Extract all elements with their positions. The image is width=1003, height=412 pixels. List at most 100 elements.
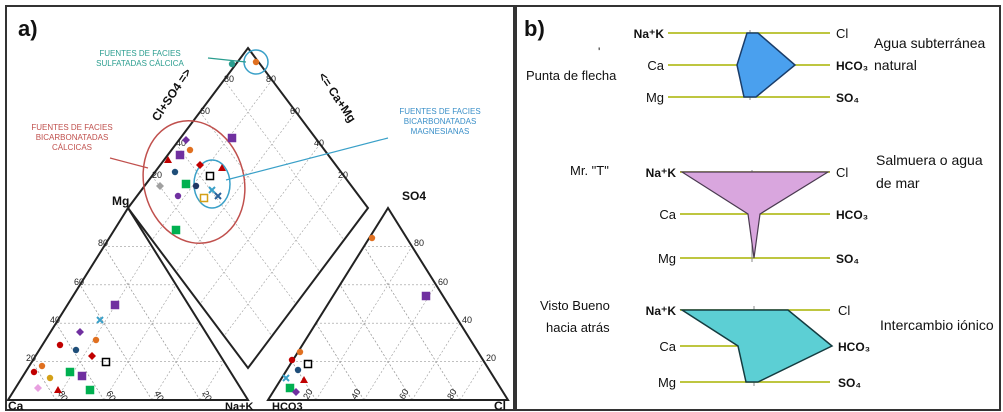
grid-line bbox=[223, 79, 345, 241]
grid-line bbox=[315, 323, 365, 401]
sample-marker bbox=[186, 146, 194, 154]
tick-label: 60 bbox=[438, 277, 448, 287]
panel-a-frame bbox=[5, 5, 515, 411]
label-so4: SO₄ bbox=[836, 91, 859, 105]
label-hco3: HCO₃ bbox=[836, 208, 868, 222]
description-line-1: Salmuera o agua bbox=[876, 152, 983, 168]
ticks-cation-mg: 80 60 40 20 bbox=[26, 238, 108, 363]
sample-marker bbox=[174, 192, 182, 200]
grid-line bbox=[175, 143, 297, 305]
sample-marker bbox=[421, 291, 431, 301]
row-name: Punta de flecha bbox=[526, 68, 617, 83]
callout-sulfatadas: FUENTES DE FACIES SULFATADAS CÁLCICA bbox=[96, 49, 184, 68]
sample-marker bbox=[85, 385, 95, 395]
row-name-line-1: Visto Bueno bbox=[540, 298, 610, 313]
tick-label: 20 bbox=[301, 387, 315, 401]
sample-marker bbox=[192, 182, 200, 190]
tick-label: 20 bbox=[152, 170, 162, 180]
panel-b-label: b) bbox=[524, 16, 545, 41]
grid-line bbox=[199, 143, 321, 305]
tick-label: 80 bbox=[98, 238, 108, 248]
grid-line bbox=[31, 361, 57, 401]
label-cl: Cl bbox=[836, 26, 848, 41]
tick-label: 20 bbox=[26, 353, 36, 363]
stiff-shape bbox=[736, 32, 797, 98]
cluster-ellipse-main bbox=[142, 119, 246, 245]
description-line-1: Agua subterránea bbox=[874, 35, 986, 51]
sample-marker bbox=[164, 156, 172, 163]
axis-label-ca: Ca bbox=[8, 399, 24, 412]
panel-a-label: a) bbox=[18, 16, 38, 41]
sample-marker bbox=[227, 133, 237, 143]
grid-line bbox=[411, 323, 461, 401]
sample-marker bbox=[228, 60, 236, 68]
description-line-2: de mar bbox=[876, 175, 920, 191]
callout-bicarb-calcicas: FUENTES DE FACIES BICARBONATADAS CÁLCICA… bbox=[31, 123, 112, 152]
sample-marker bbox=[196, 161, 204, 169]
callout-line-bicarb-calc bbox=[109, 157, 149, 169]
sample-marker bbox=[303, 359, 313, 369]
sample-marker bbox=[34, 384, 42, 392]
sample-marker bbox=[30, 368, 38, 376]
grid-line bbox=[55, 323, 105, 401]
axis-label-na-k: Na+K bbox=[225, 401, 253, 412]
label-ca: Ca bbox=[659, 207, 676, 222]
tick-label: 20 bbox=[200, 389, 214, 403]
sample-marker bbox=[368, 234, 376, 242]
ticks-diamond-right: 80 60 40 20 bbox=[266, 74, 348, 180]
grid-line bbox=[199, 361, 225, 401]
stiff-row-check-mark: Visto Bueno hacia atrás Na⁺K Ca Mg Cl HC… bbox=[540, 298, 994, 390]
sample-marker bbox=[77, 371, 87, 381]
label-cl: Cl bbox=[838, 303, 850, 318]
sample-marker bbox=[92, 336, 100, 344]
sample-marker bbox=[88, 352, 96, 360]
grid-line bbox=[363, 284, 437, 401]
callout-bicarb-magnesianas: FUENTES DE FACIES BICARBONATADAS MAGNESI… bbox=[399, 107, 480, 136]
sample-marker bbox=[101, 357, 111, 367]
tick-label: 20 bbox=[338, 170, 348, 180]
tick-label: 80 bbox=[445, 387, 459, 401]
grid-line bbox=[223, 175, 345, 337]
label-so4: SO₄ bbox=[838, 376, 861, 390]
sample-marker bbox=[288, 356, 296, 364]
piper-diamond bbox=[126, 46, 370, 370]
sample-markers bbox=[30, 58, 431, 396]
tick-label: 60 bbox=[290, 106, 300, 116]
sample-marker bbox=[208, 186, 216, 194]
label-ca: Ca bbox=[659, 339, 676, 354]
label-na-k: Na⁺K bbox=[646, 166, 677, 180]
label-na-k: Na⁺K bbox=[634, 27, 665, 41]
callout-line-1: FUENTES DE FACIES bbox=[99, 49, 180, 58]
sample-marker bbox=[156, 182, 164, 190]
tick-label: 80 bbox=[224, 74, 234, 84]
tick-label: 40 bbox=[152, 389, 166, 403]
callout-line-2: BICARBONATADAS bbox=[36, 133, 109, 142]
sample-marker bbox=[76, 328, 84, 336]
tick-label: 20 bbox=[486, 353, 496, 363]
tick-label: 40 bbox=[314, 138, 324, 148]
tick-label: 60 bbox=[200, 106, 210, 116]
callout-line-3: CÁLCICAS bbox=[52, 143, 92, 152]
label-mg: Mg bbox=[658, 375, 676, 390]
tick-label: 40 bbox=[50, 315, 60, 325]
sample-marker bbox=[199, 193, 209, 203]
grid-line bbox=[103, 284, 177, 401]
callout-line-bicarb-mag bbox=[225, 137, 389, 181]
sample-marker bbox=[294, 366, 302, 374]
sample-marker bbox=[65, 367, 75, 377]
description-line-2: natural bbox=[874, 57, 917, 73]
callout-line-3: MAGNESIANAS bbox=[411, 127, 470, 136]
callout-line-2: SULFATADAS CÁLCICA bbox=[96, 59, 184, 68]
tick-label: 80 bbox=[414, 238, 424, 248]
sample-marker bbox=[285, 383, 295, 393]
sample-marker bbox=[38, 362, 46, 370]
description-line-1: Intercambio iónico bbox=[880, 317, 994, 333]
axis-label-cl: Cl bbox=[494, 399, 506, 412]
ticks-cation-bottom: 80 60 40 20 bbox=[56, 389, 214, 403]
cation-triangle bbox=[6, 206, 250, 401]
grid-line bbox=[151, 175, 273, 337]
ticks-anion-right: 80 60 40 20 bbox=[414, 238, 496, 363]
sample-marker bbox=[205, 171, 215, 181]
